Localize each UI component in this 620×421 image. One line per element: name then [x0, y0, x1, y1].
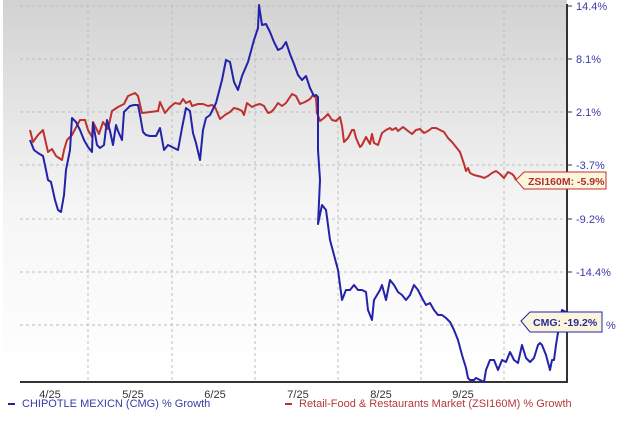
zsi160m-end-label: ZSI160M: -5.9% — [515, 171, 607, 190]
x-tick-label: 8/25 — [370, 389, 391, 401]
x-tick-label: 9/25 — [452, 389, 473, 401]
legend-label-zsi160m: Retail-Food & Restaurants Market (ZSI160… — [299, 398, 572, 410]
y-tick-label: 14.4% — [576, 1, 607, 13]
legend-swatch-cmg-icon — [8, 403, 15, 405]
x-tick-label: 6/25 — [204, 389, 225, 401]
legend-item-zsi160m: Retail-Food & Restaurants Market (ZSI160… — [285, 398, 572, 410]
svg-text:ZSI160M: -5.9%: ZSI160M: -5.9% — [528, 176, 605, 188]
x-tick-label: 7/25 — [287, 389, 308, 401]
cmg-series-line — [29, 4, 575, 383]
y-tick-label: -9.2% — [576, 214, 605, 226]
svg-text:CMG: -19.2%: CMG: -19.2% — [533, 317, 598, 329]
legend-label-cmg: CHIPOTLE MEXICN (CMG) % Growth — [22, 398, 211, 410]
x-tick-label: 4/25 — [39, 389, 60, 401]
y-tick-label: 2.1% — [576, 107, 601, 119]
y-tick-label: % — [606, 320, 616, 332]
legend-swatch-zsi160m-icon — [285, 403, 292, 405]
zsi160m-series-line — [29, 92, 517, 181]
vertical-gridlines — [87, 5, 505, 382]
cmg-end-label: CMG: -19.2% — [520, 311, 603, 333]
y-tick-label: -3.7% — [576, 160, 605, 172]
legend-item-cmg: CHIPOTLE MEXICN (CMG) % Growth — [8, 398, 210, 410]
y-tick-label: -14.4% — [576, 267, 611, 279]
y-tick-label: 8.1% — [576, 54, 601, 66]
x-tick-label: 5/25 — [122, 389, 143, 401]
plot-background — [3, 0, 567, 382]
